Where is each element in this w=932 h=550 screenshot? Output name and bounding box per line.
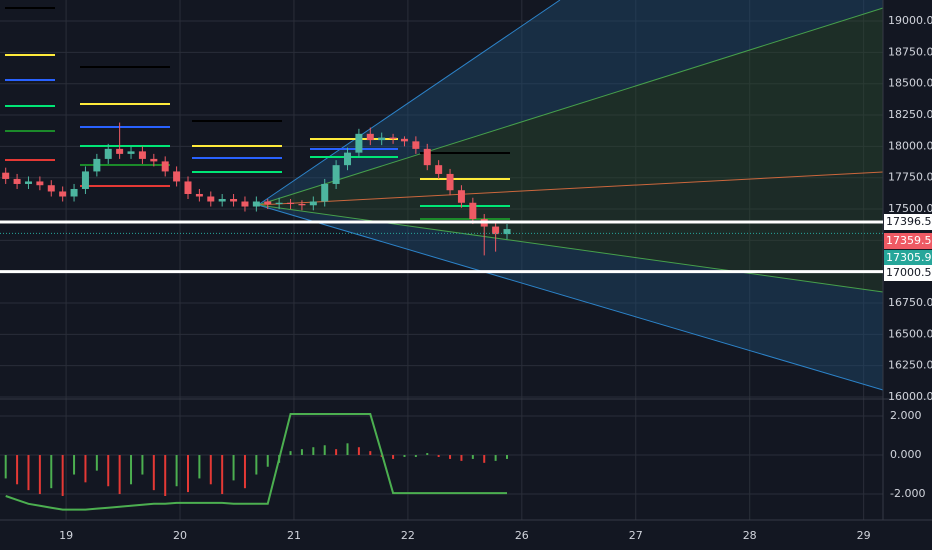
candle-body — [469, 202, 477, 220]
candle-body — [503, 229, 511, 235]
fan — [257, 0, 884, 391]
candle-body — [344, 152, 352, 166]
candle-body — [389, 137, 397, 139]
y-tick-label: 18500.00 — [888, 77, 932, 90]
y-tick-label: 2.000 — [890, 409, 922, 422]
x-tick-label: 28 — [743, 529, 757, 542]
candle-body — [59, 191, 67, 197]
candle-body — [366, 133, 374, 141]
candle-body — [173, 171, 181, 182]
candle-body — [355, 133, 363, 153]
candle-body — [2, 172, 10, 179]
candle-body — [446, 173, 454, 191]
candle-body — [13, 178, 21, 184]
x-tick-label: 22 — [401, 529, 415, 542]
candle-body — [127, 151, 135, 154]
candle-body — [70, 188, 78, 197]
y-tick-label: 19000.00 — [888, 14, 932, 27]
y-tick-label: 18250.00 — [888, 108, 932, 121]
candle-body — [116, 148, 124, 154]
grid — [0, 0, 883, 520]
candle-body — [161, 161, 169, 172]
x-tick-label: 20 — [173, 529, 187, 542]
candle-body — [241, 201, 249, 207]
candle-body — [150, 158, 158, 162]
y-tick-label: 17500.00 — [888, 202, 932, 215]
price-tag — [884, 214, 932, 230]
fan-line — [257, 0, 561, 206]
y-tick-label: 16000.00 — [888, 390, 932, 403]
candle-body — [378, 137, 386, 141]
candle-body — [298, 204, 306, 206]
candle-body — [195, 193, 203, 197]
candle-body — [457, 190, 465, 203]
candle-body — [264, 201, 272, 205]
y-tick-label: -2.000 — [890, 487, 925, 500]
candle-body — [332, 165, 340, 184]
price-tag-label: 17396.53 — [886, 215, 932, 228]
candle-body — [321, 183, 329, 202]
candle-body — [184, 181, 192, 194]
fan-line — [257, 204, 884, 293]
candle-body — [230, 199, 238, 202]
candle-body — [492, 226, 500, 235]
fan-zone — [258, 172, 883, 292]
x-tick-label: 19 — [59, 529, 73, 542]
price-tag — [884, 250, 932, 266]
x-tick-label: 26 — [515, 529, 529, 542]
candle-body — [47, 185, 55, 192]
candle-body — [412, 141, 420, 149]
price-tag-label: 17359.50 — [886, 234, 932, 247]
price-tag-label: 17305.93 — [886, 251, 932, 264]
x-tick-label: 27 — [629, 529, 643, 542]
y-tick-label: 16500.00 — [888, 327, 932, 340]
candle-body — [275, 202, 283, 205]
candle-body — [309, 201, 317, 206]
fan-line — [257, 171, 884, 206]
y-tick-label: 17750.00 — [888, 171, 932, 184]
candle-body — [435, 165, 443, 174]
price-tag — [884, 265, 932, 281]
candle-body — [138, 151, 146, 159]
y-tick-label: 18750.00 — [888, 45, 932, 58]
candle-body — [81, 171, 89, 189]
y-tick-label: 18000.00 — [888, 139, 932, 152]
candle-body — [218, 199, 226, 202]
x-tick-label: 21 — [287, 529, 301, 542]
candle-body — [93, 158, 101, 172]
candle-body — [207, 196, 215, 202]
price-tag-label: 17000.50 — [886, 266, 932, 279]
y-tick-label: 16250.00 — [888, 359, 932, 372]
candle-body — [423, 148, 431, 166]
fan-zone — [258, 0, 883, 205]
fan-line — [257, 204, 884, 391]
candle-body — [400, 138, 408, 142]
fan-line — [257, 7, 884, 206]
candle-body — [36, 181, 44, 186]
candle-body — [287, 202, 295, 205]
y-tick-label: 0.000 — [890, 448, 922, 461]
indicator-line — [5, 413, 508, 511]
price-tag — [884, 233, 932, 249]
candle-body — [252, 201, 260, 207]
y-tick-label: 16750.00 — [888, 296, 932, 309]
x-tick-label: 29 — [857, 529, 871, 542]
candle-body — [104, 148, 112, 159]
candle-body — [24, 181, 32, 184]
